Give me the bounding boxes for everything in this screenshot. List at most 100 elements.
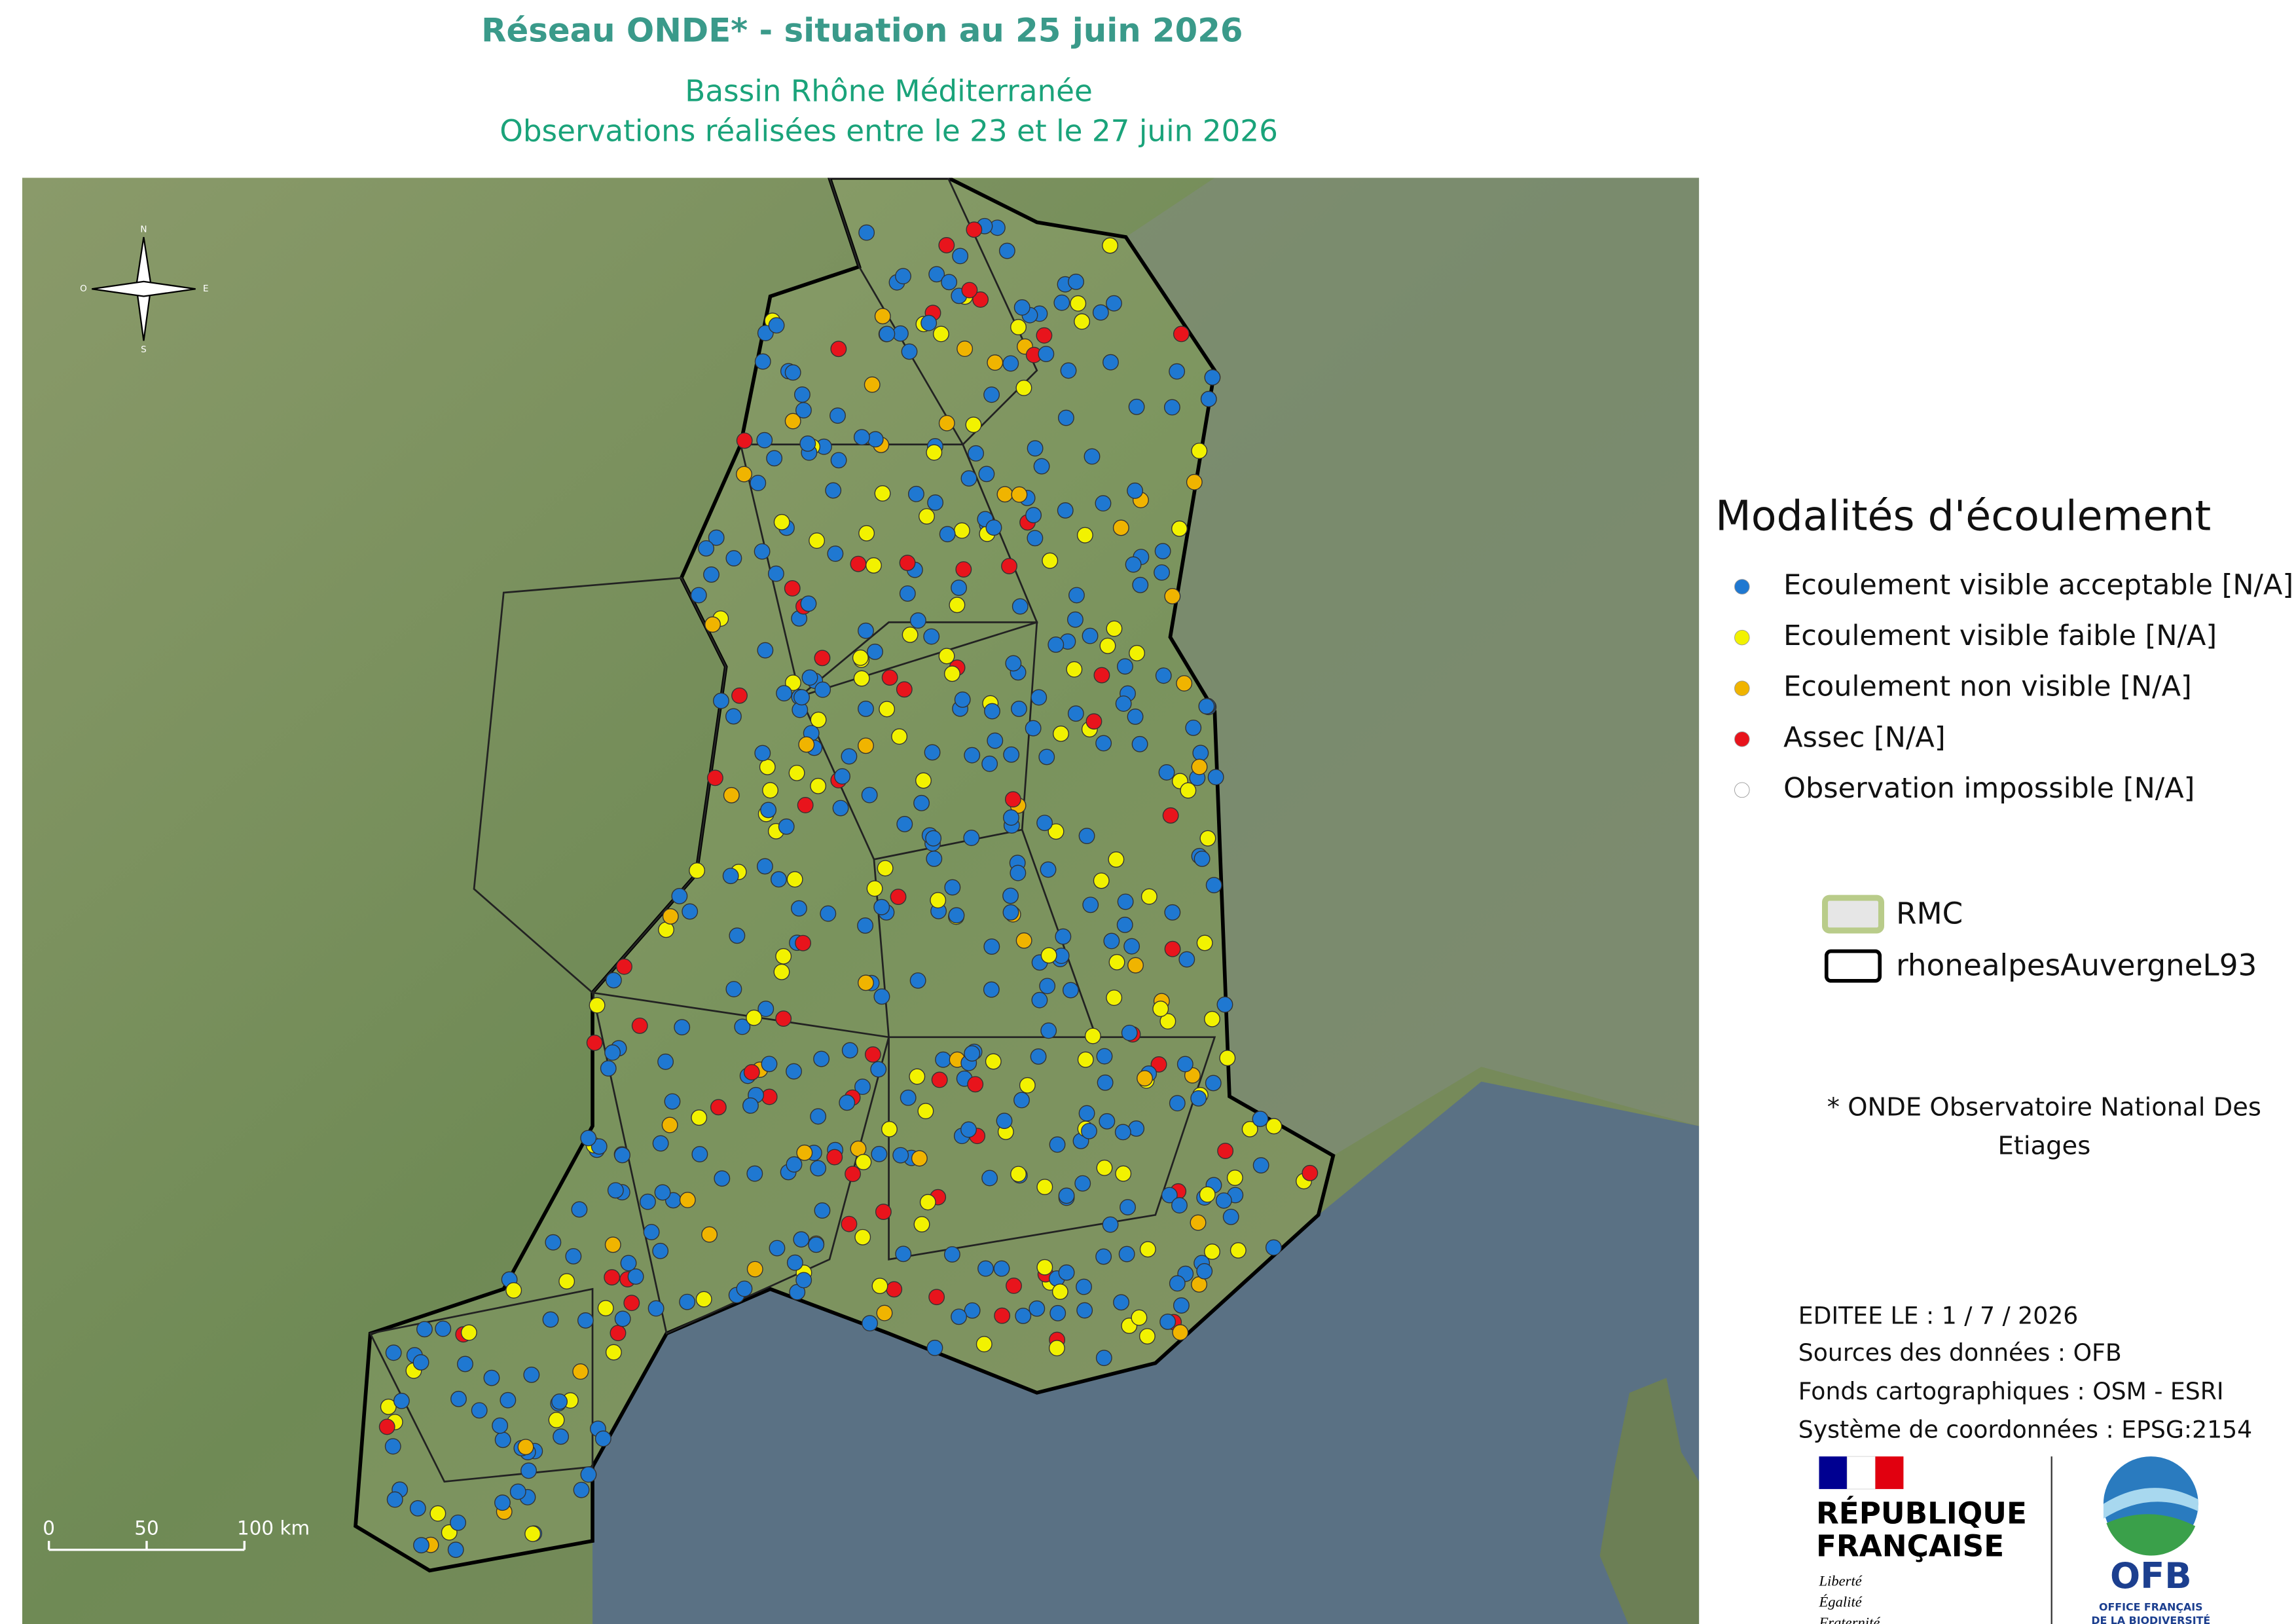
station-dot	[784, 580, 801, 597]
station-dot	[1010, 319, 1027, 336]
station-dot	[604, 1269, 621, 1286]
station-dot	[1103, 932, 1120, 950]
station-dot	[664, 1093, 681, 1110]
station-dot	[708, 529, 725, 546]
station-dot	[1095, 1350, 1112, 1367]
station-dot	[1230, 1242, 1247, 1259]
station-dot	[972, 291, 989, 308]
station-dot	[938, 237, 955, 253]
station-dot	[623, 1295, 640, 1312]
station-dot	[639, 1193, 656, 1210]
station-dot	[757, 642, 774, 659]
station-dot	[483, 1369, 500, 1386]
station-dot	[1252, 1157, 1269, 1173]
station-dot	[1019, 1077, 1036, 1094]
station-dot	[909, 1068, 926, 1085]
station-dot	[460, 1324, 477, 1341]
station-dot	[801, 669, 818, 686]
station-dot	[858, 525, 875, 542]
station-dot	[964, 747, 981, 764]
station-dot	[1172, 1324, 1189, 1341]
station-dot	[1002, 355, 1019, 372]
station-dot	[1190, 1214, 1207, 1231]
station-dot	[754, 745, 771, 762]
station-dot	[1108, 851, 1125, 868]
station-dot	[754, 353, 771, 370]
station-dot	[1226, 1170, 1243, 1186]
station-dot	[867, 643, 883, 660]
station-dot	[1057, 502, 1074, 519]
station-dot	[757, 1001, 774, 1018]
station-dot	[1185, 719, 1202, 736]
station-dot	[457, 1356, 473, 1373]
station-dot	[1116, 916, 1133, 933]
station-dot	[742, 1097, 759, 1114]
station-dot	[834, 768, 850, 785]
station-dot	[938, 648, 955, 665]
station-dot	[902, 626, 919, 643]
station-dot	[879, 701, 896, 718]
station-dot	[996, 1113, 1013, 1130]
station-dot	[793, 386, 811, 403]
station-dot	[1067, 705, 1084, 722]
station-dot	[978, 466, 995, 483]
station-dot	[761, 1056, 778, 1073]
station-dot	[858, 974, 874, 991]
station-dot	[879, 325, 896, 342]
station-dot	[605, 972, 622, 989]
station-dot	[966, 221, 983, 238]
station-dot	[954, 691, 971, 708]
station-dot	[858, 224, 875, 241]
station-dot	[1132, 576, 1149, 593]
station-dot	[977, 1260, 994, 1277]
station-dot	[1118, 1246, 1135, 1263]
station-dot	[1084, 448, 1101, 465]
station-dot	[657, 1053, 674, 1070]
station-dot	[689, 862, 705, 879]
station-dot	[1176, 675, 1193, 692]
station-dot	[722, 868, 739, 885]
station-dot	[471, 1402, 488, 1419]
station-dot	[901, 343, 918, 360]
station-dot	[1068, 587, 1085, 604]
station-dot	[960, 1121, 977, 1138]
station-dot	[896, 681, 913, 698]
station-dot	[985, 519, 1002, 536]
station-dot	[984, 703, 1000, 720]
station-dot	[620, 1255, 637, 1272]
station-dot	[450, 1514, 467, 1531]
station-dot	[814, 1202, 831, 1219]
station-dot	[494, 1431, 511, 1449]
station-dot	[589, 997, 606, 1014]
station-dot	[786, 1063, 802, 1080]
station-dot	[600, 1060, 617, 1077]
station-dot	[1010, 864, 1027, 881]
station-dot	[1180, 782, 1197, 799]
station-dot	[1070, 295, 1087, 312]
station-dot	[1216, 996, 1233, 1013]
station-dot	[952, 248, 969, 265]
station-dot	[927, 494, 944, 511]
station-dot	[1048, 1340, 1065, 1357]
station-dot	[1095, 735, 1112, 752]
station-dot	[1164, 588, 1181, 604]
station-dot	[987, 354, 1004, 371]
station-dot	[1129, 644, 1145, 661]
station-dot	[827, 545, 844, 562]
station-dot	[1027, 440, 1044, 457]
station-dot	[577, 1312, 594, 1329]
station-dot	[524, 1525, 541, 1542]
station-dot	[809, 532, 826, 549]
station-dot	[750, 475, 767, 492]
station-dot	[1055, 928, 1072, 945]
station-dot	[1010, 700, 1027, 717]
station-dot	[1051, 1283, 1068, 1300]
station-dot	[1131, 1309, 1148, 1326]
station-dot	[909, 612, 926, 629]
station-dot	[875, 1204, 892, 1221]
station-dot	[679, 1192, 696, 1208]
station-dot	[786, 1254, 803, 1271]
station-dot	[1150, 1056, 1167, 1073]
station-dot	[1190, 1090, 1207, 1107]
station-dot	[746, 1261, 763, 1278]
